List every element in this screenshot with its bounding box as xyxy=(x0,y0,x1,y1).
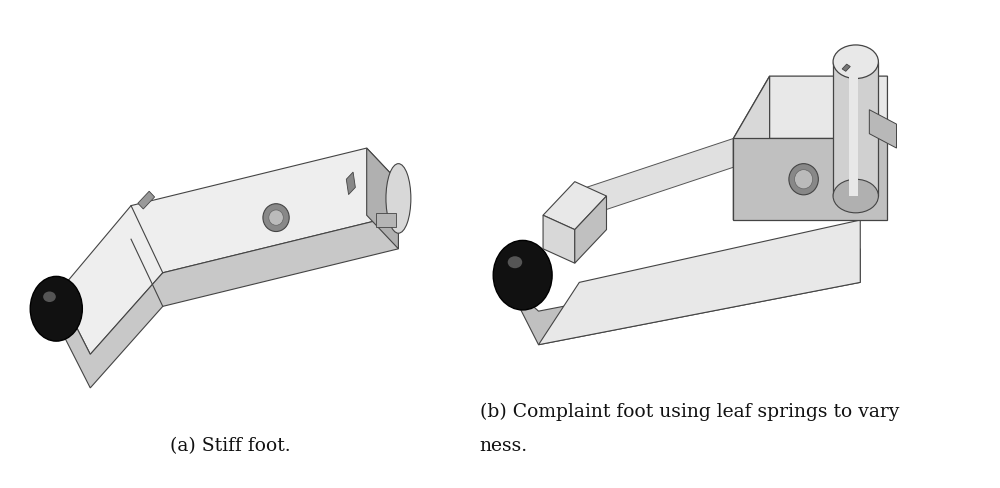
Polygon shape xyxy=(507,249,860,345)
Ellipse shape xyxy=(833,45,878,79)
Polygon shape xyxy=(138,191,155,209)
Ellipse shape xyxy=(43,291,56,302)
Polygon shape xyxy=(575,196,606,263)
Polygon shape xyxy=(59,215,398,388)
Polygon shape xyxy=(733,139,887,220)
Ellipse shape xyxy=(386,163,411,233)
FancyBboxPatch shape xyxy=(833,61,878,196)
Ellipse shape xyxy=(508,256,522,268)
Polygon shape xyxy=(543,182,606,230)
Polygon shape xyxy=(869,110,897,148)
Ellipse shape xyxy=(493,241,552,310)
Text: (b) Complaint foot using leaf springs to vary: (b) Complaint foot using leaf springs to… xyxy=(480,403,899,422)
Ellipse shape xyxy=(789,163,818,195)
Polygon shape xyxy=(539,220,860,345)
Polygon shape xyxy=(543,215,575,263)
Polygon shape xyxy=(733,76,887,139)
Polygon shape xyxy=(346,172,355,195)
Polygon shape xyxy=(367,148,398,249)
Ellipse shape xyxy=(269,210,283,225)
Polygon shape xyxy=(59,148,398,354)
Ellipse shape xyxy=(30,276,82,341)
FancyBboxPatch shape xyxy=(849,61,858,196)
Ellipse shape xyxy=(795,170,813,189)
Polygon shape xyxy=(376,213,396,227)
Ellipse shape xyxy=(833,179,878,213)
Text: ness.: ness. xyxy=(480,437,528,455)
Polygon shape xyxy=(733,76,770,220)
Text: (a) Stiff foot.: (a) Stiff foot. xyxy=(170,437,291,455)
Ellipse shape xyxy=(263,203,289,231)
Polygon shape xyxy=(842,64,850,71)
Polygon shape xyxy=(575,139,733,220)
